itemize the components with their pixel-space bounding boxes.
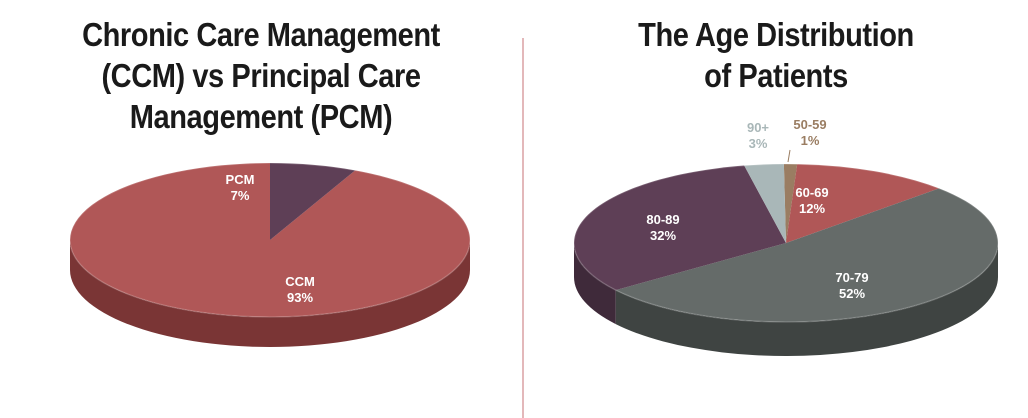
pie-slice-80-89 — [573, 165, 786, 291]
data-label-value: 12% — [799, 201, 825, 216]
chart-title-age-distribution: The Age Distribution of Patients — [554, 14, 998, 96]
data-label-category: 90+ — [747, 120, 769, 135]
panel-divider — [522, 38, 524, 418]
title-line: Management (PCM) — [129, 98, 393, 135]
pie-top-layer — [573, 163, 999, 323]
pie-slice-70-79 — [615, 188, 998, 322]
data-label-50-59: 50-59 1% — [793, 117, 826, 148]
ccm-pcm-pie-chart: CCM 93% PCM 7% — [69, 162, 471, 347]
data-label-category: 60-69 — [795, 185, 828, 200]
pie-slice-50-59 — [783, 164, 798, 243]
pie-slice-side-CCM — [70, 240, 470, 347]
data-label-category: 70-79 — [835, 270, 868, 285]
ccm-pcm-chart-panel: Chronic Care Management (CCM) vs Princip… — [31, 14, 490, 347]
data-label-value: 3% — [749, 136, 768, 151]
pie-slice-60-69 — [786, 164, 940, 243]
data-label-70-79: 70-79 52% — [835, 270, 868, 301]
data-label-category: 50-59 — [793, 117, 826, 132]
data-label-CCM: CCM 93% — [285, 274, 315, 305]
age-distribution-pie-chart: 50-59 1% 60-69 12% 70-79 52% 80-89 32% 90+ 3% — [573, 117, 999, 356]
title-line: (CCM) vs Principal Care — [101, 57, 421, 94]
data-label-category: 80-89 — [646, 212, 679, 227]
data-label-80-89: 80-89 32% — [646, 212, 679, 243]
data-label-value: 7% — [231, 188, 250, 203]
pie-label-layer: 50-59 1% 60-69 12% 70-79 52% 80-89 32% 90+ 3% — [646, 117, 868, 301]
data-label-value: 52% — [839, 286, 865, 301]
pie-rim — [69, 162, 471, 318]
data-label-PCM: PCM 7% — [226, 172, 255, 203]
title-line: The Age Distribution — [638, 16, 914, 53]
data-label-90plus: 90+ 3% — [747, 120, 769, 151]
pie-side-layer — [574, 243, 999, 356]
pie-slice-side-80-89 — [574, 243, 616, 325]
pie-slice-90plus — [744, 164, 786, 243]
leader-line — [787, 149, 791, 163]
age-distribution-chart-panel: The Age Distribution of Patients 50-59 1%… — [524, 0, 1028, 418]
data-label-category: PCM — [226, 172, 255, 187]
pie-side-layer — [70, 240, 470, 347]
pie-top-layer — [69, 162, 471, 318]
pie-slice-CCM — [69, 163, 470, 317]
data-label-category: CCM — [285, 274, 315, 289]
pie-label-layer: CCM 93% PCM 7% — [226, 172, 315, 305]
title-line: Chronic Care Management — [82, 16, 440, 53]
data-label-value: 93% — [287, 290, 313, 305]
pie-rim — [573, 163, 999, 323]
title-line: of Patients — [704, 57, 848, 94]
data-label-value: 32% — [650, 228, 676, 243]
data-label-60-69: 60-69 12% — [795, 185, 828, 216]
pie-slice-PCM — [270, 163, 356, 240]
chart-title-ccm-pcm: Chronic Care Management (CCM) vs Princip… — [31, 14, 490, 137]
data-label-value: 1% — [801, 133, 820, 148]
pie-slice-side-70-79 — [615, 243, 999, 356]
